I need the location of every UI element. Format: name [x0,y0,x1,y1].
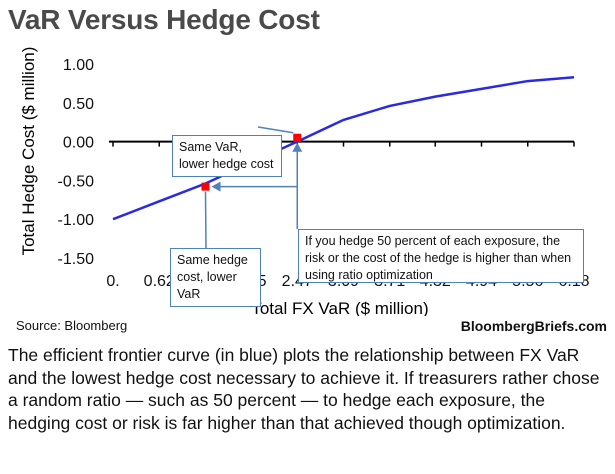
chart-title: VaR Versus Hedge Cost [8,4,320,35]
highlight-point [201,182,210,191]
caption: The efficient frontier curve (in blue) p… [8,345,600,433]
y-tick-label: -1.00 [58,212,95,229]
y-tick-label: -1.50 [58,251,95,268]
x-axis-label: Total FX VaR ($ million) [251,299,428,316]
y-tick-label: 0.50 [63,96,94,113]
brand-logo: BloombergBriefs.com [460,318,607,334]
series-layer [112,75,575,221]
annotation-arrows [204,126,303,250]
highlight-point [293,133,302,142]
y-tick-label: 0.00 [63,135,94,152]
x-tick-label: 0.62 [144,273,175,290]
annotation-same-var: Same VaR, lower hedge cost [172,135,282,177]
arrow-left-head [211,181,221,192]
efficient-frontier-line [112,75,575,221]
arrow-same-var [257,126,294,134]
x-tick-label: 0. [106,273,119,290]
y-axis-label: Total Hedge Cost ($ million) [19,47,38,256]
annotation-fifty-percent: If you hedge 50 percent of each exposure… [298,229,584,283]
y-tick-label: -0.50 [58,173,95,190]
source-note: Source: Bloomberg [16,318,128,333]
point-layer [201,133,302,191]
arrow-up-head [292,142,303,152]
y-tick-label: 1.00 [63,57,94,74]
annotation-same-cost: Same hedge cost, lower VaR [170,248,261,307]
arrow-same-cost [204,191,207,250]
